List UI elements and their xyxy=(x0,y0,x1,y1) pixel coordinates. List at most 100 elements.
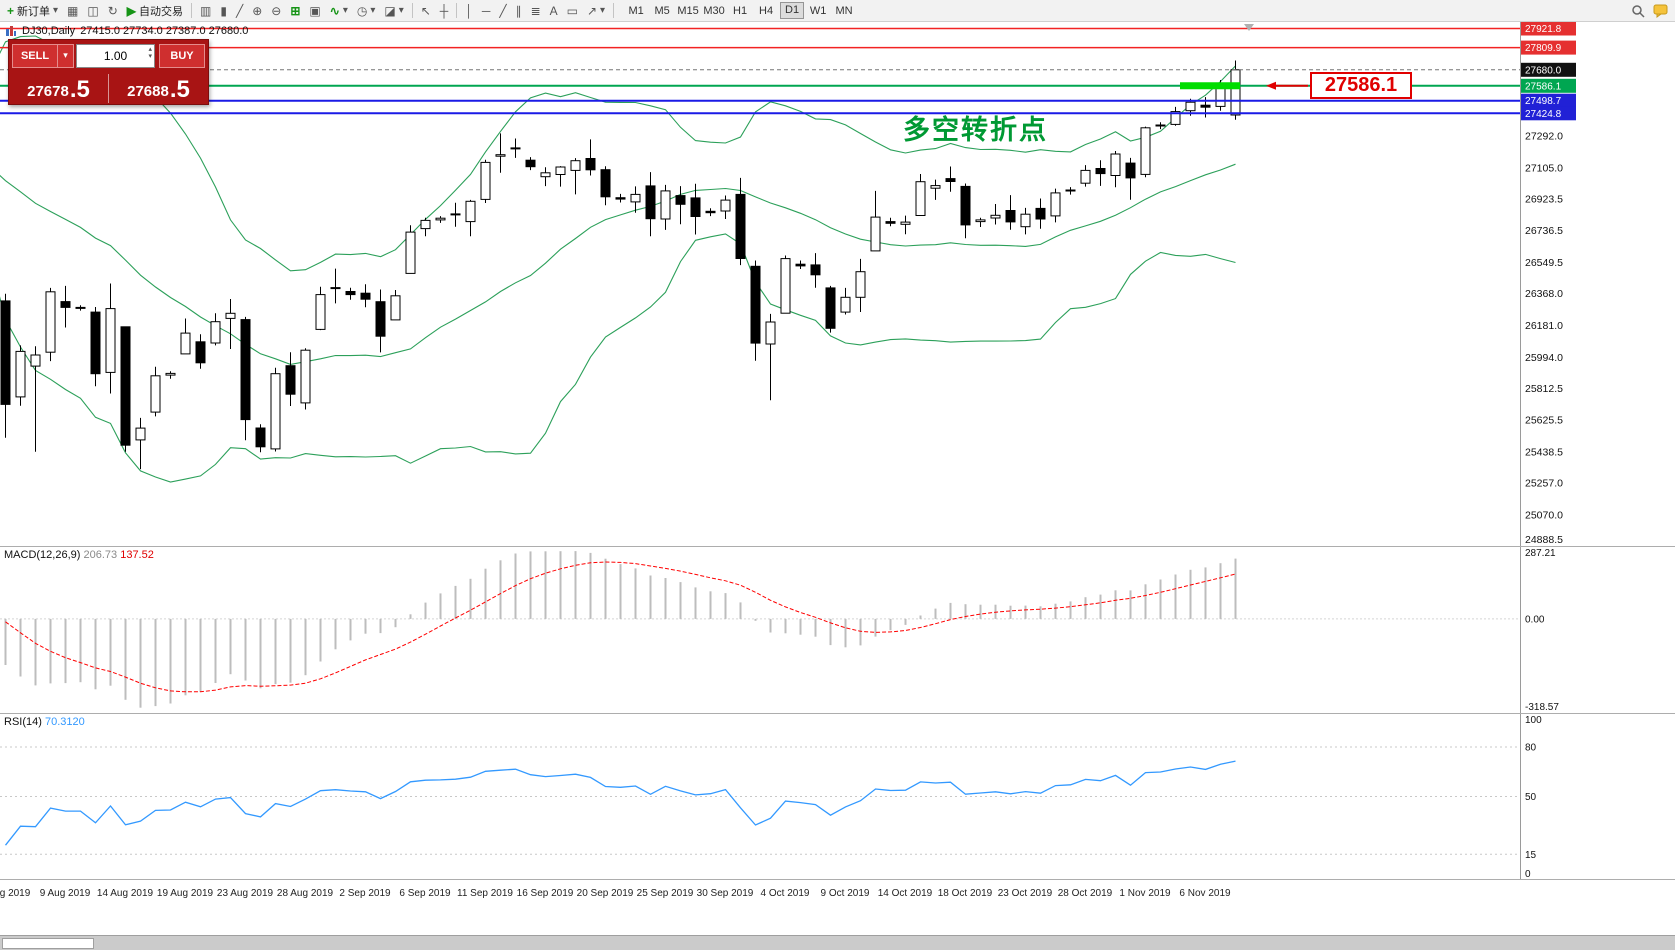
timeframe-button-M5[interactable]: M5 xyxy=(654,5,670,17)
candle-body xyxy=(855,271,866,298)
trendline-tool-button[interactable]: ╱ xyxy=(495,2,510,20)
timeframe-button-M30[interactable]: M30 xyxy=(703,5,725,17)
cascade-windows-button[interactable]: ▣ xyxy=(305,2,324,20)
chart-window-button[interactable]: ▦ xyxy=(63,2,82,20)
sell-price[interactable]: 27678 .5 xyxy=(9,71,108,106)
chart-annotation-text[interactable]: 多空转折点 xyxy=(903,115,1048,145)
candle-body xyxy=(690,197,701,217)
price-axis-tick: 26549.5 xyxy=(1525,257,1563,269)
label-tool-icon: ▭ xyxy=(566,3,578,18)
volume-input[interactable]: 1.00 ▴ ▾ xyxy=(76,43,155,68)
price-axis-tick: 27105.0 xyxy=(1525,162,1563,174)
sell-button[interactable]: SELL xyxy=(12,43,58,68)
chart-icon xyxy=(6,26,16,36)
candle-body xyxy=(930,185,941,189)
crosshair-tool-button[interactable]: ┼ xyxy=(436,2,453,20)
label-tool-button[interactable]: ▭ xyxy=(563,2,582,20)
candle-body xyxy=(465,200,476,223)
new-order-button[interactable]: + 新订单 ▾ xyxy=(3,2,62,20)
timeframe-button-MN[interactable]: MN xyxy=(835,5,853,17)
price-axis-tick: 26923.5 xyxy=(1525,193,1563,205)
timeframe-button-W1[interactable]: W1 xyxy=(809,5,827,17)
chevron-down-icon: ▾ xyxy=(600,4,606,16)
zoom-in-button[interactable]: ⊕ xyxy=(248,2,266,20)
time-axis-label: 14 Aug 2019 xyxy=(97,888,154,899)
vertical-line-tool-button[interactable]: │ xyxy=(461,2,477,20)
candle-body xyxy=(495,154,506,157)
arrows-tool-icon: ↗ xyxy=(586,3,598,18)
price-callout-label[interactable]: 27586.1 xyxy=(1310,72,1412,100)
candle-body xyxy=(75,306,86,309)
time-axis-label: 19 Aug 2019 xyxy=(157,888,214,899)
candle-body xyxy=(195,341,206,364)
price-axis-marker xyxy=(1521,78,1576,93)
price-axis-marker xyxy=(1521,106,1576,121)
bar-chart-button[interactable]: ▥ xyxy=(196,2,215,20)
fibonacci-tool-button[interactable]: ≣ xyxy=(527,2,545,20)
macd-signal-value: 137.52 xyxy=(120,549,154,561)
rsi-name: RSI(14) xyxy=(4,716,42,728)
zoom-out-button[interactable]: ⊖ xyxy=(267,2,285,20)
candlestick-chart-button[interactable]: ▮ xyxy=(216,2,231,20)
chat-icon[interactable] xyxy=(1653,4,1668,18)
text-tool-button[interactable]: A xyxy=(546,2,562,20)
candle-body xyxy=(390,295,401,321)
timeframe-button-D1[interactable]: D1 xyxy=(780,2,805,19)
time-axis-label: 1 Nov 2019 xyxy=(1119,888,1171,899)
search-icon[interactable] xyxy=(1631,4,1645,18)
tile-windows-icon: ⊞ xyxy=(290,3,301,18)
candle-body xyxy=(1005,210,1016,223)
clock-icon: ◷ xyxy=(356,3,368,18)
timeframe-button-M1[interactable]: M1 xyxy=(628,5,644,17)
candle-body xyxy=(525,159,536,168)
candle-body xyxy=(660,190,671,220)
candle-body xyxy=(1020,213,1031,228)
candle-body xyxy=(600,169,611,198)
trendline-icon: ╱ xyxy=(499,3,507,18)
autotrading-play-icon: ▶ xyxy=(126,3,137,18)
volume-decrease-button[interactable]: ▾ xyxy=(148,52,152,60)
line-chart-button[interactable]: ╱ xyxy=(232,2,247,20)
candle-body xyxy=(1125,162,1136,179)
toolbar-separator xyxy=(456,3,458,18)
profiles-button[interactable]: ◫ xyxy=(83,2,102,20)
price-axis-marker xyxy=(1521,21,1576,36)
arrows-tool-button[interactable]: ↗ ▾ xyxy=(583,2,609,20)
candle-body xyxy=(285,365,296,395)
timeframe-button-H1[interactable]: H1 xyxy=(733,5,748,17)
macd-name: MACD(12,26,9) xyxy=(4,549,81,561)
price-axis-tick: 25812.5 xyxy=(1525,383,1563,395)
candle-body xyxy=(150,375,161,413)
price-axis-tick: 27292.0 xyxy=(1525,130,1563,142)
horizontal-line-tool-button[interactable]: ─ xyxy=(478,2,495,20)
time-axis-label: 6 Nov 2019 xyxy=(1179,888,1231,899)
cursor-tool-button[interactable]: ↖ xyxy=(417,2,435,20)
sell-price-main: 27678 xyxy=(27,82,69,100)
price-axis-marker-label: 27809.9 xyxy=(1525,43,1562,54)
candle-body xyxy=(1050,192,1061,217)
order-type-dropdown[interactable]: ▾ xyxy=(58,43,74,68)
timeframe-button-M15[interactable]: M15 xyxy=(677,5,699,17)
buy-price-main: 27688 xyxy=(127,82,169,100)
templates-button[interactable]: ◪ ▾ xyxy=(380,2,407,20)
macd-main-value: 206.73 xyxy=(83,549,118,561)
periods-button[interactable]: ◷ ▾ xyxy=(353,2,380,20)
candle-body xyxy=(270,373,281,450)
timeframe-button-H4[interactable]: H4 xyxy=(759,5,774,17)
autotrading-button[interactable]: ▶ 自动交易 xyxy=(123,2,187,20)
zoom-out-icon: ⊖ xyxy=(271,3,282,18)
buy-button[interactable]: BUY xyxy=(159,43,205,68)
candle-body xyxy=(840,296,851,313)
candle-body xyxy=(1230,69,1241,116)
channel-tool-button[interactable]: ∥ xyxy=(512,2,526,20)
buy-price[interactable]: 27688 .5 xyxy=(109,71,208,106)
candle-body xyxy=(735,193,746,259)
time-axis-label: 6 Sep 2019 xyxy=(399,888,451,899)
tile-windows-button[interactable]: ⊞ xyxy=(286,2,304,20)
indicators-button[interactable]: ∿ ▾ xyxy=(326,2,352,20)
volume-increase-button[interactable]: ▴ xyxy=(148,45,152,53)
chart-symbol-period: DJ30,Daily xyxy=(22,25,76,37)
rsi-axis-label: 15 xyxy=(1525,850,1537,861)
refresh-button[interactable]: ↻ xyxy=(104,2,122,20)
